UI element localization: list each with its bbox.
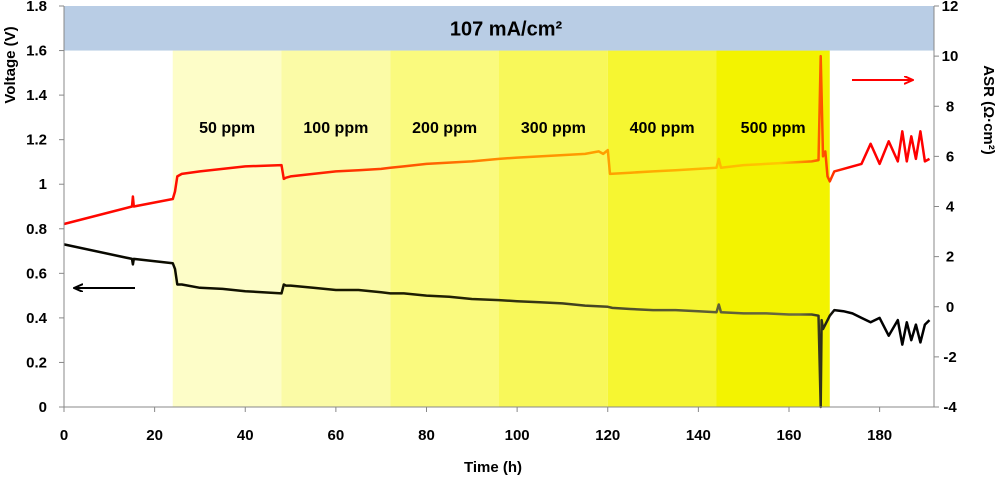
- y-left-tick-labels: 0 0.2 0.4 0.6 0.8 1 1.2 1.4 1.6 1.8: [26, 0, 48, 416]
- zone-2: [390, 50, 499, 408]
- y-right-tick-label: 4: [946, 199, 955, 216]
- current-density-banner: [64, 6, 934, 51]
- ppm-zones: [172, 50, 830, 408]
- y-right-tick-label: -4: [943, 399, 957, 416]
- zone-1: [281, 50, 391, 408]
- voltage-series-line: [63, 243, 931, 409]
- zone-0: [172, 50, 282, 408]
- y-right-tick-labels: -4 -2 0 2 4 6 8 10 12: [942, 0, 959, 416]
- x-tick-label: 120: [595, 427, 620, 444]
- y-right-tick-label: 8: [946, 98, 954, 115]
- y-left-tick-label: 0.2: [26, 354, 47, 371]
- x-tick-labels: 0 20 40 60 80 100 120 140 160 180: [60, 427, 892, 444]
- y-left-tick-label: 0: [39, 399, 47, 416]
- zone-label-4: 400 ppm: [630, 120, 695, 137]
- y-right-tick-label: 2: [946, 249, 954, 266]
- y-left-tick-label: 0.8: [26, 221, 47, 238]
- zone-label-5: 500 ppm: [741, 120, 806, 137]
- y-left-tick-label: 1.2: [26, 132, 47, 149]
- zone-label-2: 200 ppm: [412, 120, 477, 137]
- y-left-tick-label: 0.6: [26, 265, 47, 282]
- x-tick-label: 160: [776, 427, 801, 444]
- y-right-axis-title: ASR (Ω·cm²): [980, 65, 997, 155]
- x-tick-label: 180: [867, 427, 892, 444]
- y-left-tick-label: 1.4: [26, 87, 48, 104]
- y-left-axis-title: Voltage (V): [2, 26, 19, 103]
- y-right-tick-label: 12: [942, 0, 959, 15]
- x-tick-label: 60: [328, 427, 345, 444]
- y-left-tick-label: 1.8: [26, 0, 47, 15]
- axes: [59, 5, 939, 412]
- x-tick-label: 40: [237, 427, 254, 444]
- asr-series-line: [63, 54, 931, 226]
- x-tick-label: 0: [60, 427, 68, 444]
- x-tick-label: 80: [418, 427, 435, 444]
- ppm-zone-labels: 50 ppm 100 ppm 200 ppm 300 ppm 400 ppm 500 pp…: [199, 120, 805, 137]
- y-right-tick-label: 10: [942, 48, 959, 65]
- x-axis-title: Time (h): [464, 459, 522, 476]
- zone-3: [499, 50, 608, 408]
- zone-4: [607, 50, 717, 408]
- y-right-tick-label: 6: [946, 148, 954, 165]
- y-right-tick-label: 0: [946, 299, 954, 316]
- zone-5: [716, 50, 830, 408]
- y-right-tick-label: -2: [943, 349, 956, 366]
- current-density-label: 107 mA/cm²: [450, 18, 563, 40]
- x-tick-label: 20: [146, 427, 163, 444]
- zone-label-3: 300 ppm: [521, 120, 586, 137]
- y-left-tick-label: 1: [39, 176, 47, 193]
- zone-label-1: 100 ppm: [303, 120, 368, 137]
- y-left-tick-label: 0.4: [26, 310, 48, 327]
- zone-label-0: 50 ppm: [199, 120, 255, 137]
- plot-series: [63, 54, 931, 409]
- y-left-tick-label: 1.6: [26, 43, 47, 60]
- x-tick-label: 100: [505, 427, 530, 444]
- x-tick-label: 140: [686, 427, 711, 444]
